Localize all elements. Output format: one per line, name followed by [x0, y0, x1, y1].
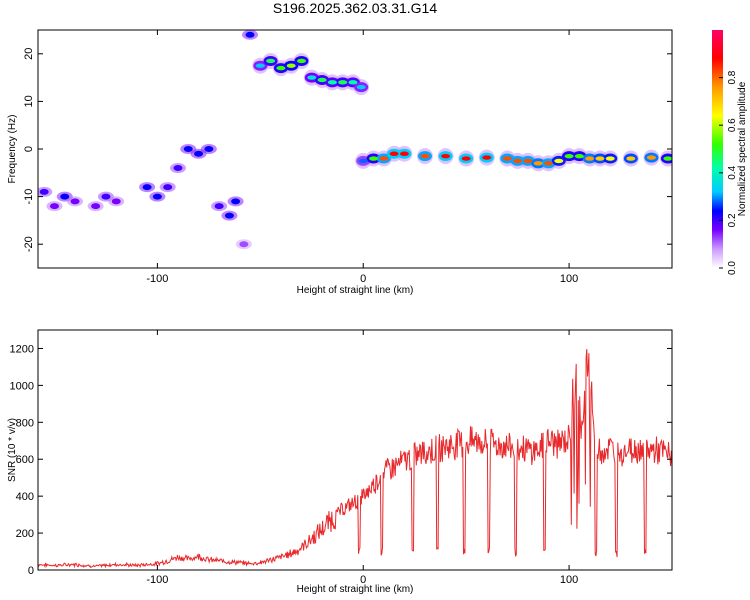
bottom-y-tick-label: 200: [16, 528, 34, 540]
spectrogram-blob: [183, 146, 193, 152]
snr-marks: [38, 349, 672, 569]
top-y-tick-label: 20: [23, 48, 35, 60]
bottom-y-tick-label: 1200: [10, 343, 34, 355]
spectrogram-ridge-point: [338, 80, 348, 85]
top-x-tick-label: 0: [360, 273, 366, 285]
bottom-x-tick-label: 100: [560, 574, 578, 586]
spectrogram-blob: [91, 203, 101, 210]
bottom-plot-frame: [37, 329, 673, 571]
spectrogram-blob: [173, 165, 183, 172]
spectrogram-ridge-point: [646, 155, 656, 160]
spectrogram-ridge-point: [296, 58, 306, 64]
spectrogram-ridge-point: [266, 58, 276, 64]
colorbar-label: Normalized spectral amplitude: [737, 81, 748, 216]
colorbar-tick-label: 0.2: [727, 213, 738, 227]
spectrogram-ridge-point: [307, 75, 317, 80]
spectrogram-blob: [245, 31, 255, 38]
spectrogram-blob: [231, 198, 241, 205]
colorbar-ticks: 0.0 0.2 0.4 0.6 0.8: [719, 70, 738, 275]
spectrogram-ridge-point: [533, 161, 543, 166]
spectrogram-ridge-point: [356, 84, 366, 90]
spectrogram-ridge-point: [317, 77, 327, 83]
top-y-tick-label: 0: [23, 146, 35, 152]
spectrogram-ridge-point: [461, 156, 471, 161]
spectrogram-blob: [142, 184, 152, 191]
spectrogram-ridge-point: [420, 153, 430, 159]
snr-series-line: [38, 349, 672, 569]
top-y-tick-label: -10: [23, 189, 35, 205]
chart-title: S196.2025.362.03.31.G14: [273, 0, 437, 16]
spectrogram-ridge-point: [389, 151, 399, 156]
spectrogram-blob: [163, 184, 173, 191]
spectrogram-blob: [39, 188, 49, 195]
bottom-y-tick-label: 400: [16, 491, 34, 503]
spectrogram-ridge-point: [286, 63, 296, 68]
spectrogram-ridge-point: [255, 63, 265, 68]
spectrogram-ridge-point: [482, 155, 492, 160]
top-x-tick-label: 100: [560, 273, 578, 285]
spectrogram-ridge-point: [369, 156, 379, 161]
spectrogram-blob: [70, 198, 80, 205]
spectrogram-ridge-point: [663, 156, 672, 161]
colorbar: [712, 30, 723, 268]
spectrogram-ridge-point: [595, 156, 605, 161]
spectrogram-ridge-point: [502, 156, 512, 161]
spectrogram-ridge-point: [513, 158, 523, 164]
top-x-tick-label: -100: [146, 273, 168, 285]
spectrogram-ridge-point: [564, 153, 574, 159]
bottom-y-tick-label: 600: [16, 454, 34, 466]
spectrogram-blob: [214, 203, 224, 210]
top-x-axis-label: Height of straight line (km): [297, 285, 414, 296]
spectrogram-blob: [101, 193, 111, 200]
spectrogram-ridge-point: [379, 156, 389, 161]
spectrogram-ridge-point: [626, 156, 636, 161]
top-y-axis-label: Frequency (Hz): [7, 115, 18, 184]
spectrogram-blob: [224, 212, 234, 219]
top-y-tick-label: 10: [23, 95, 35, 107]
spectrogram-ridge-point: [574, 153, 584, 159]
colorbar-tick-label: 0.6: [727, 118, 738, 132]
spectrogram-ridge-point: [276, 65, 286, 71]
spectrogram-blob: [49, 203, 59, 210]
bottom-x-tick-label: 0: [360, 574, 366, 586]
spectrogram-blob: [60, 193, 70, 200]
spectrogram-marks: [38, 30, 672, 250]
spectrogram-ridge-point: [399, 151, 409, 156]
spectrogram-blob: [204, 146, 214, 152]
spectrogram-blob: [111, 198, 121, 205]
bottom-y-tick-label: 800: [16, 417, 34, 429]
spectrogram-ridge-point: [358, 158, 368, 164]
colorbar-tick-label: 0.8: [727, 70, 738, 84]
spectrogram-ridge-point: [585, 156, 595, 161]
bottom-x-tick-label: -100: [146, 574, 168, 586]
spectrogram-ridge-point: [605, 156, 615, 161]
bottom-x-axis-label: Height of straight line (km): [297, 584, 414, 595]
spectrogram-blob: [239, 241, 249, 248]
spectrogram-ridge-point: [348, 80, 358, 85]
bottom-y-axis-label: SNR (10 * v/v): [7, 418, 18, 482]
spectrogram-ridge-point: [441, 153, 451, 159]
colorbar-tick-label: 0.4: [727, 165, 738, 179]
spectrogram-blob: [194, 150, 204, 157]
spectrogram-ridge-point: [523, 158, 533, 164]
spectrogram-ridge-point: [554, 158, 564, 164]
bottom-y-tick-label: 0: [28, 565, 34, 577]
top-y-tick-label: -20: [23, 236, 35, 252]
colorbar-tick-label: 0.0: [727, 261, 738, 275]
spectrogram-ridge-point: [327, 80, 337, 85]
spectrogram-blob: [152, 193, 162, 200]
bottom-y-tick-label: 1000: [10, 380, 34, 392]
spectrogram-ridge-point: [543, 161, 553, 166]
